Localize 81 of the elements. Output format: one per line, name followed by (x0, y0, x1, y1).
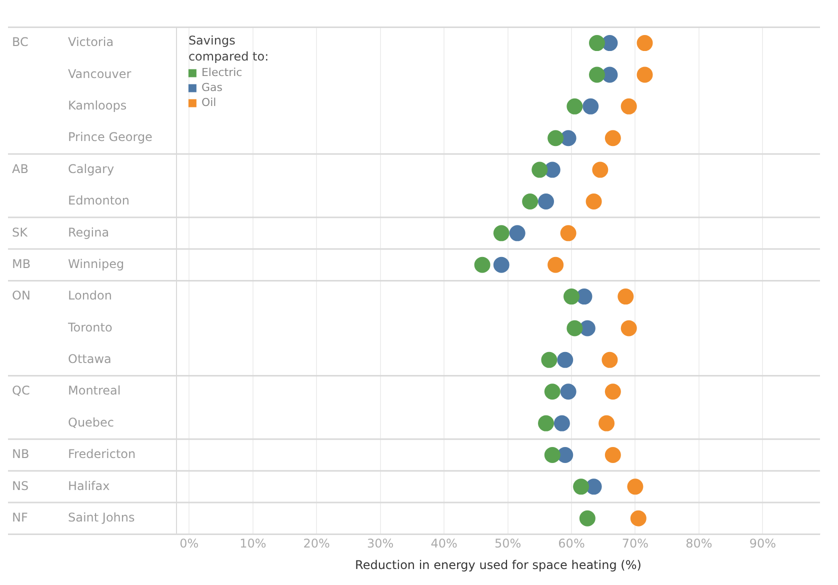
y2-tick-label: NS (12, 478, 29, 493)
point (627, 478, 644, 495)
y-tick-label: Kamloops (68, 98, 127, 113)
point (493, 225, 510, 242)
legend-label: Gas (201, 81, 223, 94)
point (560, 384, 576, 400)
y-tick-label: Vancouver (68, 66, 132, 81)
point (602, 352, 618, 368)
y-tick-label: Toronto (67, 320, 112, 334)
point (604, 130, 621, 146)
point (582, 98, 599, 114)
x-tick-label: 30% (367, 536, 394, 551)
y-tick-label: Saint Johns (68, 510, 135, 524)
y2-tick-label: BC (12, 35, 28, 50)
point (592, 162, 608, 178)
point (636, 66, 653, 83)
point (544, 446, 560, 463)
y2-tick-label: SK (12, 225, 29, 240)
y-tick-label: Quebec (68, 415, 114, 430)
point (509, 225, 526, 242)
y2-tick-label: AB (12, 162, 28, 176)
y2-tick-label: NF (12, 510, 28, 524)
x-tick-label: 60% (558, 536, 585, 551)
point (604, 446, 621, 463)
point (560, 225, 576, 242)
y-tick-label: Victoria (68, 35, 114, 50)
point (620, 98, 637, 114)
x-axis-title: Reduction in energy used for space heating (%) (355, 558, 642, 572)
point (579, 510, 596, 526)
point (474, 256, 490, 273)
point (563, 288, 580, 305)
legend-label: Electric (201, 66, 242, 80)
x-tick-label: 90% (749, 536, 776, 551)
y-tick-label: Montreal (68, 384, 121, 398)
point (557, 352, 574, 368)
point (588, 35, 605, 52)
y-tick-label: Ottawa (68, 352, 112, 366)
point (573, 478, 590, 495)
y2-tick-label: ON (12, 288, 30, 303)
point (548, 130, 564, 146)
point (548, 256, 564, 273)
point (522, 193, 538, 210)
point (636, 35, 653, 52)
point (554, 415, 570, 432)
y2-tick-label: NB (12, 447, 30, 462)
point (566, 98, 583, 114)
x-tick-label: 0% (180, 536, 199, 551)
y-tick-label: Fredericton (68, 447, 136, 462)
legend-title: Savings compared to: (188, 33, 269, 64)
point (598, 415, 615, 432)
point (586, 193, 602, 210)
y-tick-label: London (68, 288, 112, 303)
point (586, 478, 602, 495)
x-tick-label: 10% (240, 536, 266, 551)
y-tick-label: Prince George (68, 130, 152, 144)
y-tick-label: Halifax (68, 478, 110, 493)
point (532, 162, 548, 178)
x-tick-label: 20% (303, 536, 330, 551)
point (538, 193, 554, 210)
x-tick-label: 40% (430, 536, 458, 551)
legend-label: Oil (201, 96, 216, 110)
point (538, 415, 554, 432)
y2-tick-label: QC (12, 384, 30, 398)
x-tick-label: 70% (622, 536, 649, 551)
point (604, 384, 621, 400)
y2-tick-label: MB (12, 256, 31, 271)
point (544, 384, 560, 400)
point (588, 66, 605, 83)
point (630, 510, 646, 526)
y-tick-label: Calgary (68, 162, 114, 176)
y-tick-label: Winnipeg (68, 256, 124, 271)
point (620, 320, 637, 336)
point (541, 352, 558, 368)
x-tick-label: 80% (686, 536, 712, 551)
x-tick-label: 50% (494, 536, 522, 551)
point (493, 256, 510, 273)
point (560, 130, 576, 146)
y-tick-label: Regina (68, 225, 110, 240)
point (566, 320, 583, 336)
y-tick-label: Edmonton (68, 194, 130, 208)
point (618, 288, 634, 305)
